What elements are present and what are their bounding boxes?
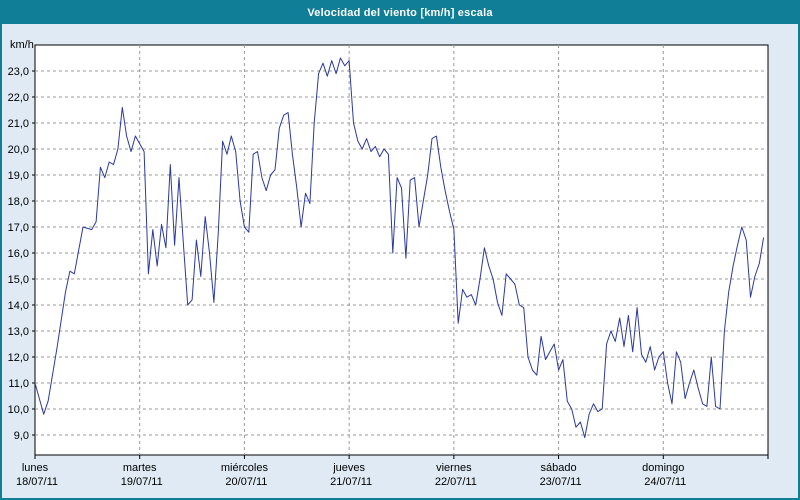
wind-speed-line-chart: 23,0 22,0 21,0 20,0 19,0 18,0 17,0 16,0 15,0 14,0… (8, 39, 769, 488)
y-tick-label: 11,0 (8, 378, 29, 390)
day-date-label: 23/07/11 (540, 476, 582, 488)
y-axis-labels: 23,0 22,0 21,0 20,0 19,0 18,0 17,0 16,0 15,0 14,0… (8, 66, 35, 442)
wind-speed-series-line (34, 57, 765, 439)
day-date-label: 20/07/11 (225, 476, 267, 488)
day-date-label: 21/07/11 (330, 476, 372, 488)
chart-title-bar: Velocidad del viento [km/h] escala (2, 2, 798, 24)
chart-area: 23,0 22,0 21,0 20,0 19,0 18,0 17,0 16,0 15,0 14,0… (2, 24, 798, 498)
y-tick-label: 23,0 (8, 66, 29, 78)
x-axis-labels: lunes 18/07/11 martes 19/07/11 miércoles 20/0… (16, 455, 769, 488)
day-name-label: miércoles (221, 462, 269, 474)
y-tick-label: 18,0 (8, 196, 29, 208)
y-tick-label: 14,0 (8, 300, 29, 312)
day-date-label: 24/07/11 (644, 476, 686, 488)
plot-area (34, 44, 769, 456)
day-name-label: sábado (541, 462, 577, 474)
y-axis-unit-label: km/h (10, 39, 34, 51)
grid-lines (35, 45, 768, 455)
day-date-label: 18/07/11 (16, 476, 58, 488)
y-tick-label: 21,0 (8, 118, 29, 130)
y-tick-label: 17,0 (8, 222, 29, 234)
y-tick-label: 19,0 (8, 170, 29, 182)
day-date-label: 19/07/11 (121, 476, 163, 488)
y-tick-label: 12,0 (8, 352, 29, 364)
y-tick-label: 22,0 (8, 92, 29, 104)
day-name-label: domingo (642, 462, 684, 474)
day-name-label: viernes (436, 462, 472, 474)
day-name-label: jueves (332, 462, 365, 474)
day-name-label: martes (123, 462, 157, 474)
y-tick-label: 20,0 (8, 144, 29, 156)
day-name-label: lunes (22, 462, 49, 474)
y-tick-label: 15,0 (8, 274, 29, 286)
y-tick-label: 10,0 (8, 404, 29, 416)
y-tick-label: 13,0 (8, 326, 29, 338)
day-date-label: 22/07/11 (435, 476, 477, 488)
chart-title: Velocidad del viento [km/h] escala (307, 7, 493, 19)
y-tick-label: 9,0 (14, 430, 29, 442)
y-tick-label: 16,0 (8, 248, 29, 260)
